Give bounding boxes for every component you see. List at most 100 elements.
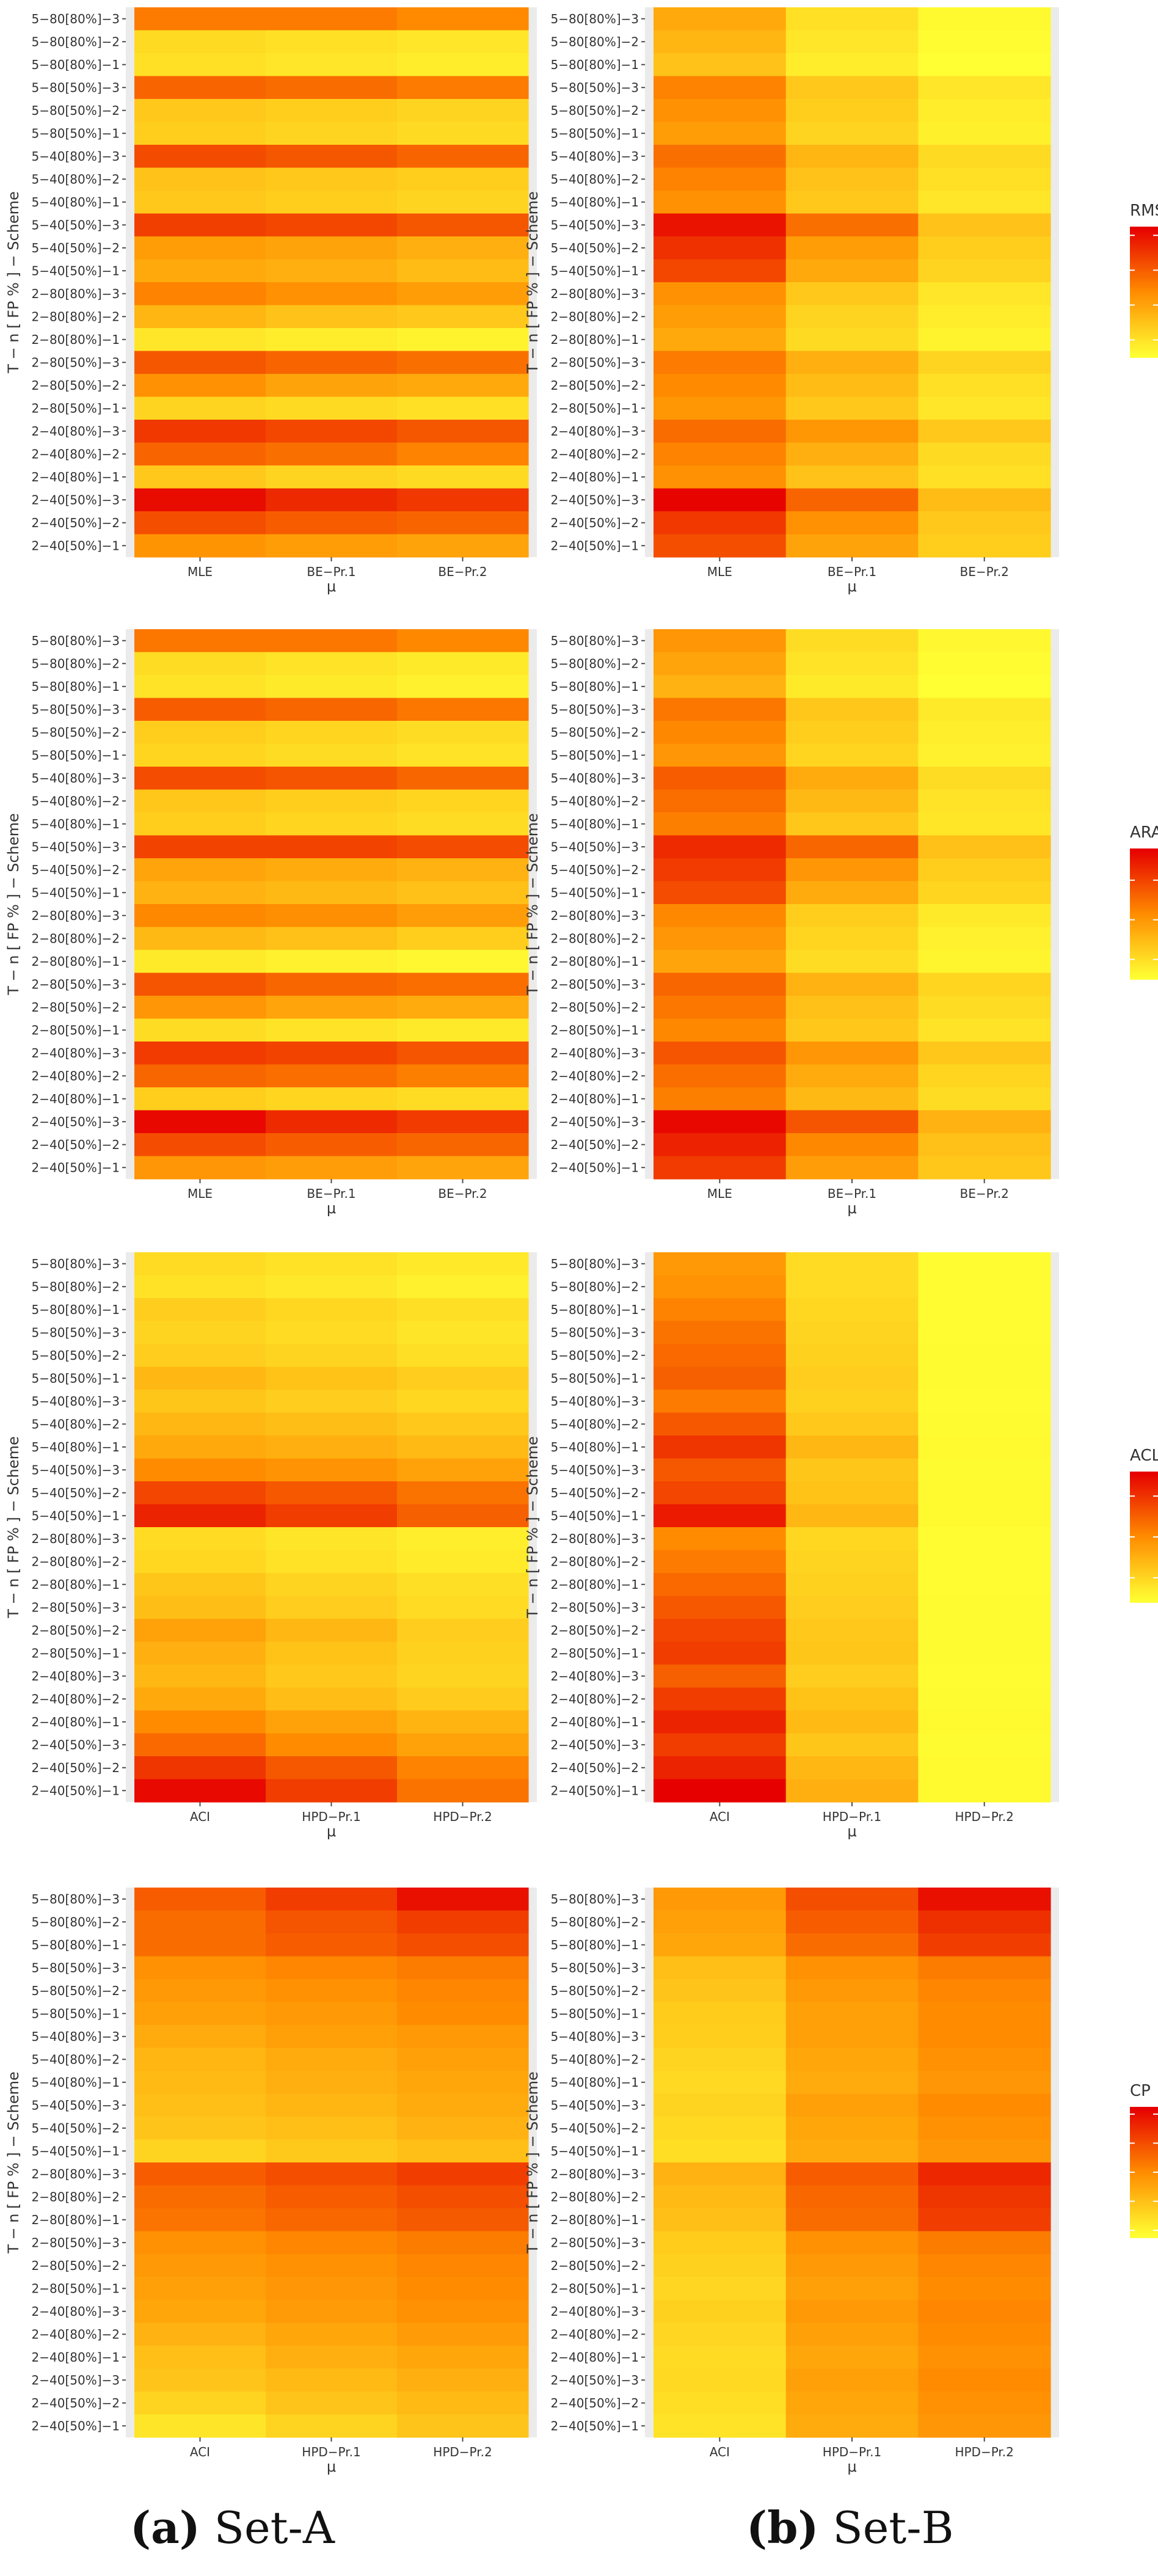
x-axis-title: μ xyxy=(327,2458,336,2475)
y-tick-label: 2−80[50%]−2 xyxy=(551,378,639,393)
heatmap-cell xyxy=(785,1687,919,1711)
heatmap-cell xyxy=(785,812,919,836)
heatmap-cell xyxy=(266,1733,398,1757)
heatmap-cell xyxy=(918,1710,1051,1734)
heatmap-cell xyxy=(918,1110,1051,1134)
heatmap-cell xyxy=(785,927,919,950)
heatmap-cell xyxy=(266,122,398,145)
heatmap-cell xyxy=(654,213,787,237)
legend-swatch xyxy=(1130,931,1158,934)
heatmap-cell xyxy=(785,1390,919,1414)
y-tick-label: 2−80[50%]−1 xyxy=(32,1646,120,1660)
legend-swatch xyxy=(1130,970,1158,974)
y-tick-label: 2−80[50%]−3 xyxy=(32,355,120,370)
y-tick-label: 2−40[80%]−2 xyxy=(32,2327,120,2341)
heatmap-cell xyxy=(397,465,529,489)
heatmap-cell xyxy=(785,2300,919,2324)
heatmap-cell xyxy=(266,2002,398,2026)
heatmap-cell xyxy=(654,420,787,443)
legend-swatch xyxy=(1130,1593,1158,1597)
y-tick-label: 2−40[50%]−2 xyxy=(32,516,120,530)
heatmap-cell xyxy=(266,236,398,260)
x-tick-label: BE−Pr.1 xyxy=(307,1186,355,1201)
heatmap-cell xyxy=(654,1573,787,1597)
heatmap-cell xyxy=(918,2392,1051,2415)
y-tick-label: 5−80[50%]−3 xyxy=(551,1325,639,1340)
legend-swatch xyxy=(1130,1596,1158,1599)
heatmap-cell xyxy=(918,1888,1051,1911)
y-tick-label: 5−80[80%]−1 xyxy=(32,1938,120,1952)
legend-swatch xyxy=(1130,1567,1158,1571)
heatmap-cell xyxy=(654,675,787,699)
heatmap-cell xyxy=(654,1504,787,1528)
y-tick-label: 2−40[80%]−2 xyxy=(32,447,120,461)
legend-swatch xyxy=(1130,866,1158,869)
heatmap-cell xyxy=(918,145,1051,169)
heatmap-cell xyxy=(918,2414,1051,2438)
legend-swatch xyxy=(1130,938,1158,941)
heatmap-rmse-set-a: 5−80[80%]−3 5−80[80%]−2 5−80[80%]−1 5−80[50… xyxy=(5,7,537,595)
heatmap-cell xyxy=(397,167,529,191)
caption-set-b-text: Set-B xyxy=(818,2502,954,2553)
legend-title: ARAB xyxy=(1130,823,1158,842)
y-tick-label: 5−40[80%]−3 xyxy=(551,1394,639,1409)
heatmap-cell xyxy=(134,881,266,905)
y-tick-label: 2−40[50%]−3 xyxy=(32,492,120,507)
heatmap-cell xyxy=(918,1504,1051,1528)
heatmap-cell xyxy=(654,858,787,882)
legend-swatch xyxy=(1130,296,1158,299)
heatmap-cell xyxy=(918,1756,1051,1780)
legend-swatch xyxy=(1130,905,1158,908)
legend-swatch xyxy=(1130,263,1158,266)
heatmap-cell xyxy=(266,2300,398,2324)
heatmap-cell xyxy=(785,1665,919,1688)
heatmap-cell xyxy=(266,835,398,859)
heatmap-cell xyxy=(785,374,919,398)
y-tick-label: 2−80[80%]−2 xyxy=(32,2189,120,2204)
heatmap-cell xyxy=(785,1042,919,1065)
heatmap-cell xyxy=(785,1321,919,1345)
heatmap-cell xyxy=(654,812,787,836)
heatmap-cell xyxy=(654,259,787,283)
y-tick-label: 5−80[50%]−1 xyxy=(32,748,120,762)
y-tick-label: 2−80[50%]−2 xyxy=(551,1000,639,1015)
heatmap-cell xyxy=(918,1042,1051,1065)
heatmap-cell xyxy=(397,1344,529,1368)
y-tick-label: 2−40[50%]−3 xyxy=(551,2373,639,2387)
y-tick-label: 2−80[80%]−1 xyxy=(32,332,120,347)
heatmap-cell xyxy=(918,1733,1051,1757)
y-tick-label: 2−80[80%]−1 xyxy=(551,332,639,347)
heatmap-cell xyxy=(654,2208,787,2232)
y-tick-label: 2−40[80%]−2 xyxy=(551,447,639,461)
heatmap-cell xyxy=(654,1458,787,1482)
y-tick-label: 5−80[50%]−3 xyxy=(32,1325,120,1340)
y-tick-label: 2−40[80%]−3 xyxy=(32,1046,120,1060)
legend-swatch xyxy=(1130,872,1158,875)
y-tick-label: 5−40[50%]−2 xyxy=(32,863,120,877)
heatmap-cell xyxy=(134,167,266,191)
heatmap-cell xyxy=(397,2025,529,2049)
y-axis-title: T − n [ FP % ] − Scheme xyxy=(5,2071,22,2253)
heatmap-cell xyxy=(918,743,1051,767)
legend-swatch xyxy=(1130,2194,1158,2197)
heatmap-cell xyxy=(134,2300,266,2324)
legend-swatch xyxy=(1130,1486,1158,1490)
heatmap-cell xyxy=(134,7,266,31)
heatmap-cell xyxy=(785,1779,919,1803)
y-axis-title: T − n [ FP % ] − Scheme xyxy=(5,813,22,995)
y-tick-label: 2−80[50%]−2 xyxy=(551,2258,639,2273)
legend-swatch xyxy=(1130,940,1158,943)
heatmap-cell xyxy=(134,2185,266,2209)
heatmap-cell xyxy=(654,2414,787,2438)
legend-swatch xyxy=(1130,274,1158,277)
y-tick-label: 5−80[50%]−2 xyxy=(551,103,639,118)
y-tick-label: 5−40[80%]−1 xyxy=(551,2075,639,2090)
y-tick-label: 2−40[80%]−1 xyxy=(32,470,120,484)
heatmap-cell xyxy=(918,927,1051,950)
legend-swatch xyxy=(1130,2235,1158,2238)
y-tick-label: 5−80[80%]−3 xyxy=(551,1257,639,1271)
legend-swatch xyxy=(1130,855,1158,858)
heatmap-cell xyxy=(134,812,266,836)
heatmap-cell xyxy=(134,305,266,329)
y-tick-label: 5−40[50%]−2 xyxy=(551,1486,639,1500)
